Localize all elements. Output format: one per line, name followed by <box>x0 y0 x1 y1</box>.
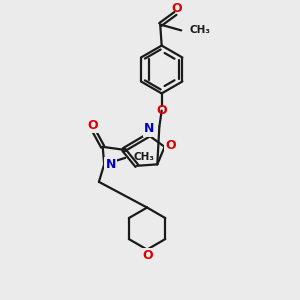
Text: CH₃: CH₃ <box>134 152 154 162</box>
Text: O: O <box>142 249 153 262</box>
Text: CH₃: CH₃ <box>189 25 210 35</box>
Text: O: O <box>171 2 181 15</box>
Text: N: N <box>144 122 154 135</box>
Text: N: N <box>105 158 116 171</box>
Text: O: O <box>88 119 98 132</box>
Text: O: O <box>166 139 176 152</box>
Text: O: O <box>157 104 167 117</box>
